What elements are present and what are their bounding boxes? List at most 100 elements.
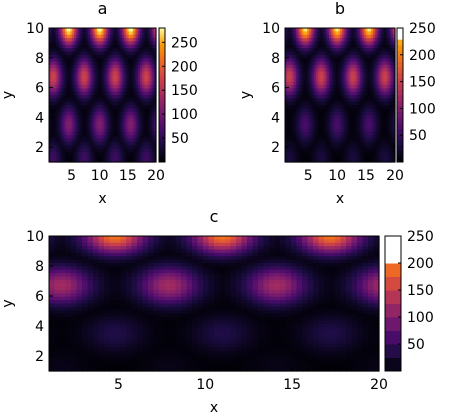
heatmap-cell: [52, 84, 55, 89]
heatmap-cell: [88, 118, 91, 123]
heatmap-cell: [54, 61, 57, 66]
heatmap-cell: [352, 141, 356, 146]
heatmap-cell: [143, 91, 146, 96]
heatmap-cell: [294, 58, 297, 63]
heatmap-cell: [299, 31, 303, 36]
heatmap-cell: [102, 81, 105, 86]
heatmap-cell: [352, 155, 356, 160]
heatmap-cell: [132, 78, 136, 83]
heatmap-cell: [352, 78, 356, 83]
heatmap-cell: [345, 44, 348, 49]
heatmap-cell: [131, 148, 134, 153]
heatmap-cell: [352, 98, 356, 103]
heatmap-cell: [318, 131, 321, 136]
heatmap-cell: [139, 61, 143, 66]
heatmap-cell: [129, 138, 132, 143]
heatmap-cell: [358, 158, 361, 163]
heatmap-cell: [102, 105, 105, 109]
heatmap-cell: [358, 148, 361, 153]
heatmap-cell: [136, 141, 139, 146]
heatmap-cell: [138, 61, 141, 66]
heatmap-cell: [107, 58, 111, 63]
heatmap-cell: [351, 84, 354, 89]
heatmap-cell: [52, 28, 55, 32]
heatmap-cell: [334, 135, 337, 140]
heatmap-cell: [363, 34, 367, 39]
heatmap-cell: [86, 121, 89, 126]
heatmap-cell: [132, 91, 136, 96]
heatmap-cell: [52, 105, 55, 109]
heatmap-cell: [73, 28, 77, 32]
heatmap-cell: [132, 105, 136, 109]
heatmap-cell: [285, 125, 288, 130]
heatmap-cell: [68, 41, 71, 46]
heatmap-cell: [129, 131, 132, 136]
heatmap-cell: [54, 44, 57, 49]
heatmap-cell: [100, 118, 104, 123]
heatmap-cell: [84, 31, 88, 36]
heatmap-cell: [391, 28, 394, 32]
heatmap-cell: [376, 38, 380, 42]
heatmap-cell: [301, 88, 304, 93]
heatmap-cell: [131, 64, 134, 69]
heatmap-cell: [325, 158, 328, 163]
heatmap-cell: [312, 68, 315, 73]
heatmap-cell: [363, 108, 367, 113]
heatmap-cell: [340, 71, 343, 76]
heatmap-cell: [82, 81, 86, 86]
heatmap-cell: [288, 31, 292, 36]
heatmap-cell: [391, 91, 394, 96]
heatmap-cell: [154, 131, 157, 136]
heatmap-cell: [391, 145, 394, 150]
heatmap-cell: [98, 115, 102, 120]
heatmap-cell: [154, 68, 157, 73]
heatmap-cell: [134, 81, 137, 86]
heatmap-cell: [95, 41, 98, 46]
heatmap-cell: [369, 34, 372, 39]
heatmap-cell: [362, 135, 365, 140]
heatmap-cell: [387, 48, 391, 53]
heatmap-cell: [393, 131, 396, 136]
heatmap-cell: [116, 125, 120, 130]
heatmap-cell: [358, 28, 361, 32]
heatmap-cell: [391, 125, 394, 130]
heatmap-cell: [292, 64, 295, 69]
heatmap-cell: [77, 141, 80, 146]
heatmap-cell: [305, 71, 308, 76]
heatmap-cell: [54, 310, 61, 315]
heatmap-cell: [141, 48, 145, 53]
heatmap-cell: [143, 141, 146, 146]
heatmap-cell: [61, 91, 64, 96]
heatmap-cell: [66, 88, 70, 93]
heatmap-cell: [356, 64, 359, 69]
heatmap-cell: [327, 121, 330, 126]
heatmap-cell: [327, 64, 330, 69]
heatmap-cell: [330, 44, 334, 49]
heatmap-cell: [318, 31, 321, 36]
heatmap-cell: [365, 74, 369, 79]
heatmap-cell: [352, 84, 356, 89]
heatmap-cell: [132, 41, 136, 46]
heatmap-cell: [73, 151, 77, 156]
heatmap-cell: [334, 84, 337, 89]
heatmap-cell: [308, 115, 312, 120]
heatmap-cell: [56, 64, 59, 69]
heatmap-cell: [93, 41, 96, 46]
heatmap-cell: [393, 74, 396, 79]
heatmap-cell: [102, 145, 105, 150]
heatmap-cell: [109, 125, 113, 130]
heatmap-cell: [330, 91, 334, 96]
heatmap-cell: [91, 108, 95, 113]
heatmap-cell: [358, 98, 361, 103]
heatmap-cell: [54, 34, 57, 39]
heatmap-cell: [305, 155, 308, 160]
heatmap-cell: [380, 88, 383, 93]
heatmap-cell: [393, 48, 396, 53]
heatmap-cell: [50, 48, 54, 53]
heatmap-cell: [143, 31, 146, 36]
heatmap-cell: [52, 61, 55, 66]
heatmap-cell: [102, 28, 105, 32]
heatmap-cell: [369, 58, 372, 63]
heatmap-cell: [75, 108, 79, 113]
heatmap-cell: [125, 44, 129, 49]
